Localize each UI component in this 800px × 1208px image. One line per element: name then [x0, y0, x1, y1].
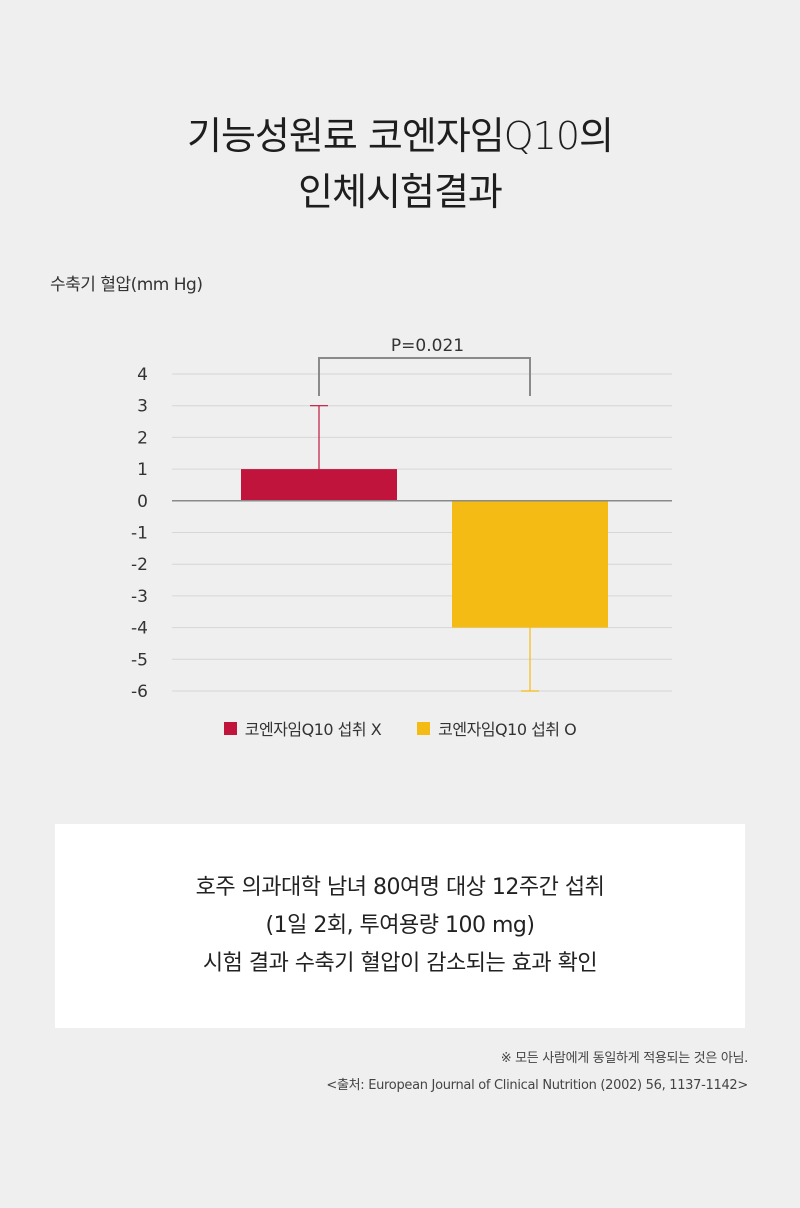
summary-line-2: (1일 2회, 투여용량 100 mg) [265, 913, 535, 938]
y-tick-label: 2 [137, 428, 148, 448]
legend-item-without: 코엔자임Q10 섭취 X [223, 716, 382, 740]
y-tick-label: 3 [137, 397, 148, 417]
chart-legend: 코엔자임Q10 섭취 X 코엔자임Q10 섭취 O [0, 716, 800, 740]
significance-bracket [318, 357, 531, 396]
y-tick-label: -4 [131, 619, 148, 639]
summary-line-3: 시험 결과 수축기 혈압이 감소되는 효과 확인 [202, 951, 598, 976]
study-summary-box: 호주 의과대학 남녀 80여명 대상 12주간 섭취 (1일 2회, 투여용량 … [55, 824, 745, 1028]
title-line-2: 인체시험결과 [298, 170, 503, 214]
title-line-1: 기능성원료 코엔자임Q10의 [187, 114, 614, 158]
legend-swatch-yellow [417, 721, 431, 735]
y-tick-label: -2 [131, 555, 148, 575]
legend-label-with: 코엔자임Q10 섭취 O [438, 720, 577, 739]
y-tick-label: -5 [131, 650, 148, 670]
source-citation: <출처: European Journal of Clinical Nutrit… [326, 1078, 748, 1093]
y-tick-label: -1 [131, 524, 148, 544]
y-tick-label: 4 [137, 365, 148, 385]
legend-label-without: 코엔자임Q10 섭취 X [244, 720, 382, 739]
footnotes: ※ 모든 사람에게 동일하게 적용되는 것은 아님. <출처: European… [326, 1045, 748, 1099]
summary-line-1: 호주 의과대학 남녀 80여명 대상 12주간 섭취 [195, 875, 605, 900]
y-tick-label: 1 [137, 460, 148, 480]
legend-item-with: 코엔자임Q10 섭취 O [417, 716, 577, 740]
bar [452, 500, 608, 628]
y-axis-label: 수축기 혈압(mm Hg) [50, 275, 203, 295]
bar-chart: 4 3 2 1 0 -1 -2 -3 -4 -5 -6 P=0.021 [131, 336, 672, 702]
y-tick-label: -3 [131, 587, 148, 607]
p-value-label: P=0.021 [391, 336, 464, 356]
y-tick-label: -6 [131, 682, 148, 702]
bar [241, 469, 397, 501]
disclaimer-note: ※ 모든 사람에게 동일하게 적용되는 것은 아님. [500, 1051, 749, 1066]
page-title: 기능성원료 코엔자임Q10의 인체시험결과 [0, 108, 800, 220]
y-tick-label: 0 [137, 492, 148, 512]
legend-swatch-red [223, 721, 237, 735]
